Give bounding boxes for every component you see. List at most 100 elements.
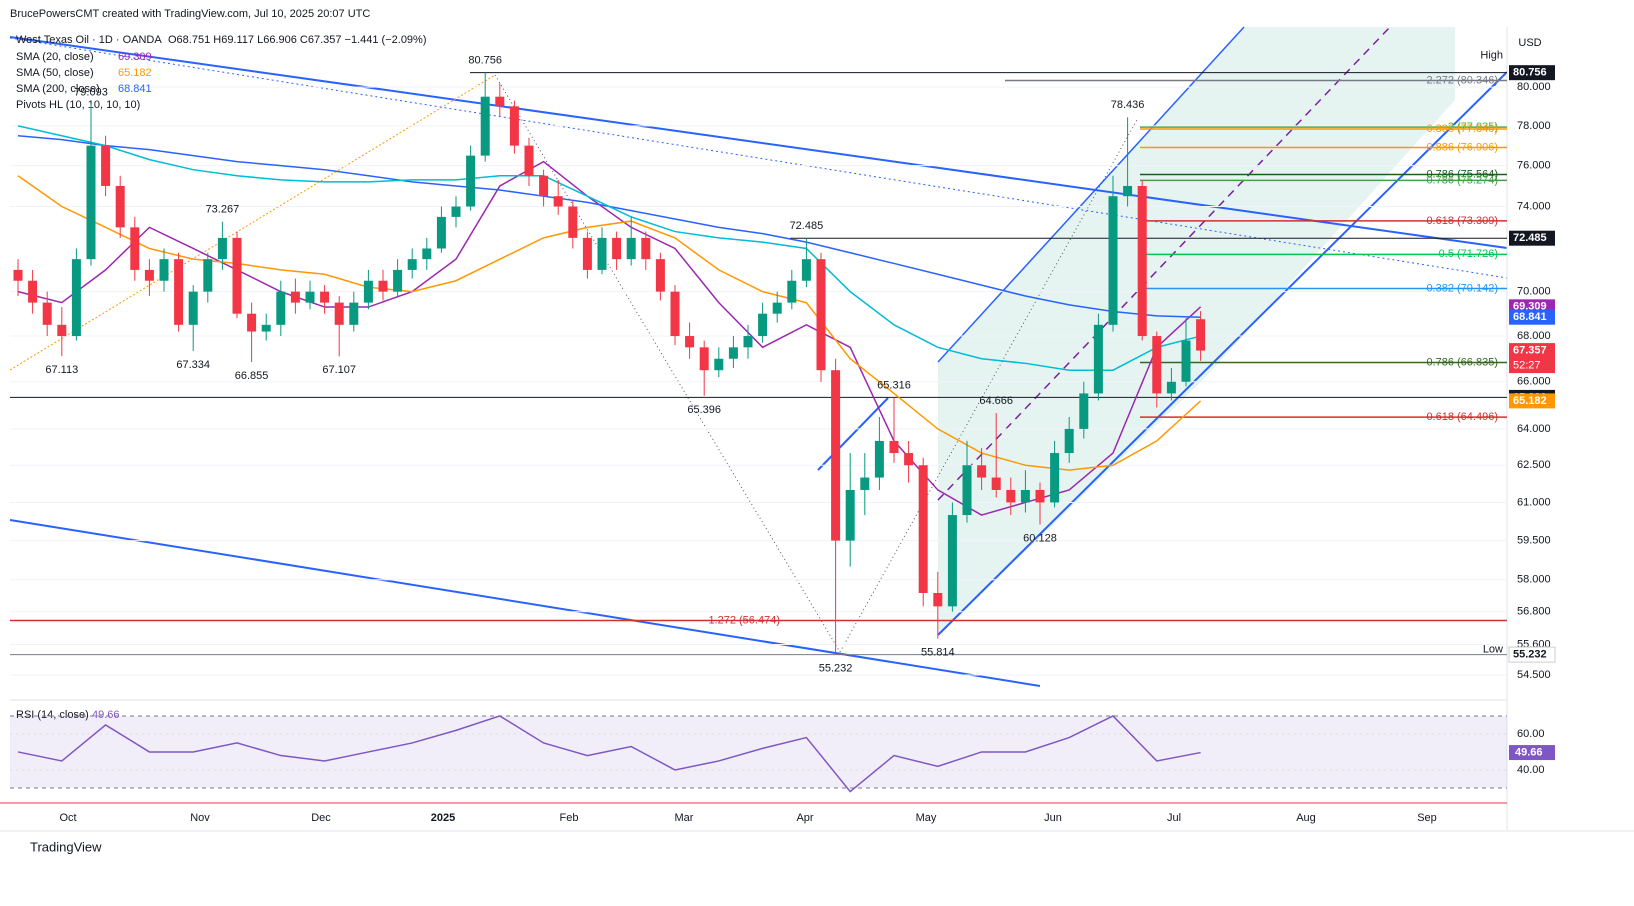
x-tick-label: Nov [190,812,210,824]
candle-body [363,280,373,303]
fib-label: 0.618 (73.309) [1426,215,1498,227]
pivot-low: 60.128 [1023,532,1057,544]
x-tick-label: Sep [1417,812,1437,824]
fib-label: 2.272 (80.346) [1426,74,1498,86]
y-tick-label: 58.000 [1517,574,1551,586]
candle-body [334,302,344,325]
y-tick-label: 56.800 [1517,606,1551,618]
fib-label: 0.786 (75.564) [1426,168,1498,180]
candle-body [904,453,914,466]
price-badge [1509,393,1555,409]
pivot-high: 65.316 [877,380,911,392]
channel-mid [937,26,1391,501]
candle-body [947,515,957,607]
rsi-line [17,715,1201,793]
candle-body [28,280,38,303]
legend-name: SMA (50, close) [16,67,94,79]
trendline [9,519,1041,687]
candle-body [13,269,23,281]
fib-trend [494,74,841,653]
y-tick-label: 70.000 [1517,286,1551,298]
candle-body [641,237,651,260]
candle-body [203,259,213,292]
candle-body [758,313,768,337]
candle-body [743,336,753,348]
candle-body [845,489,855,541]
candle-body [320,291,330,303]
ohlc: O68.751 H69.117 L66.906 C67.357 −1.441 (… [168,34,427,46]
x-tick-label: Apr [796,812,813,824]
candle-body [612,237,622,260]
candle-body [57,324,67,337]
rsi-label: RSI (14, close) [16,709,89,721]
candle-body [407,259,417,270]
y-tick-label: 78.000 [1517,120,1551,132]
rsi-tick-label: 40.00 [1517,764,1545,776]
credit: BrucePowersCMT created with TradingView.… [10,8,370,20]
legend-name: SMA (20, close) [16,51,94,63]
candle-body [159,259,169,281]
trendline [9,36,1508,249]
price-badge [1509,343,1555,374]
candle-body [1196,319,1206,351]
fib-label: 0.886 (77.840) [1426,123,1498,135]
y-tick-label: 54.500 [1517,669,1551,681]
y-tick-label: 68.000 [1517,330,1551,342]
y-tick-label: 80.000 [1517,81,1551,93]
x-tick-label: Jul [1167,812,1181,824]
candle-body [1093,324,1103,394]
candle-body [524,145,534,176]
fib-label: 2 (77.935) [1448,121,1498,133]
candle-body [101,145,111,186]
channel-line [937,26,1245,363]
candle-body [1079,393,1089,429]
candle-body [655,259,665,292]
fib-label: 0.5 (71.726) [1439,248,1498,260]
indicator-label: Pivots HL (10, 10, 10, 10) [16,99,140,111]
candle-body [115,185,125,228]
fib-trend [9,74,496,371]
high-tag: High [1480,50,1503,62]
candle-body [918,465,928,593]
price-badge [1509,230,1555,246]
pivot-high: 79.093 [74,86,108,98]
candle-body [772,302,782,314]
candle-body [1166,381,1176,394]
rsi-band [10,715,1507,788]
x-tick-label: Dec [311,812,331,824]
candle-body [801,259,811,281]
candle-body [1123,185,1133,197]
legend-name: SMA (200, close) [16,83,100,95]
candle-body [393,269,403,292]
candle-body [247,313,257,332]
rsi-tick-label: 60.00 [1517,728,1545,740]
candle-body [1020,489,1030,503]
candle-body [217,237,227,260]
candle-body [188,291,198,325]
y-tick-label: 64.000 [1517,423,1551,435]
x-tick-label: May [916,812,937,824]
legend-value: 69.309 [118,51,152,63]
trendline [817,397,889,471]
price-badge-text: 80.756 [1513,67,1547,79]
pivot-high: 64.666 [979,395,1013,407]
symbol-title: West Texas Oil · 1D · OANDA [16,34,162,46]
candle-body [349,302,359,325]
y-tick-label: 66.000 [1517,376,1551,388]
candle-body [787,280,797,303]
candle-body [816,259,826,371]
candle-body [933,592,943,607]
candle-body [860,477,870,490]
candle-body [685,336,695,348]
candle-body [276,291,286,325]
x-tick-label: 2025 [431,812,455,824]
candle-body [962,465,972,516]
price-badge-text: 67.357 [1513,345,1547,357]
y-tick-label: 59.500 [1517,535,1551,547]
candle-body [874,440,884,478]
fib-label: 0.786 (75.274) [1426,174,1498,186]
pivot-high: 72.485 [790,220,824,232]
pivot-high: 80.756 [468,55,502,67]
